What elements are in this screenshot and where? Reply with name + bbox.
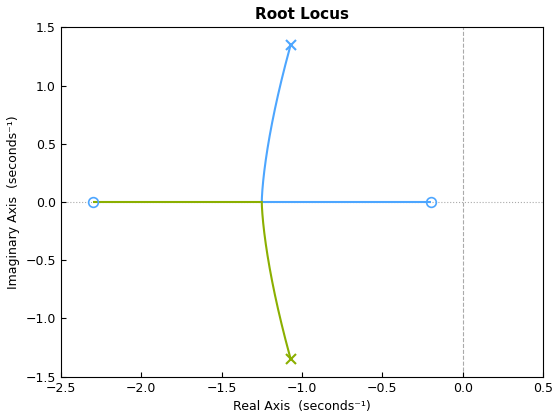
Title: Root Locus: Root Locus bbox=[255, 7, 349, 22]
X-axis label: Real Axis  (seconds⁻¹): Real Axis (seconds⁻¹) bbox=[233, 400, 371, 413]
Y-axis label: Imaginary Axis  (seconds⁻¹): Imaginary Axis (seconds⁻¹) bbox=[7, 115, 20, 289]
